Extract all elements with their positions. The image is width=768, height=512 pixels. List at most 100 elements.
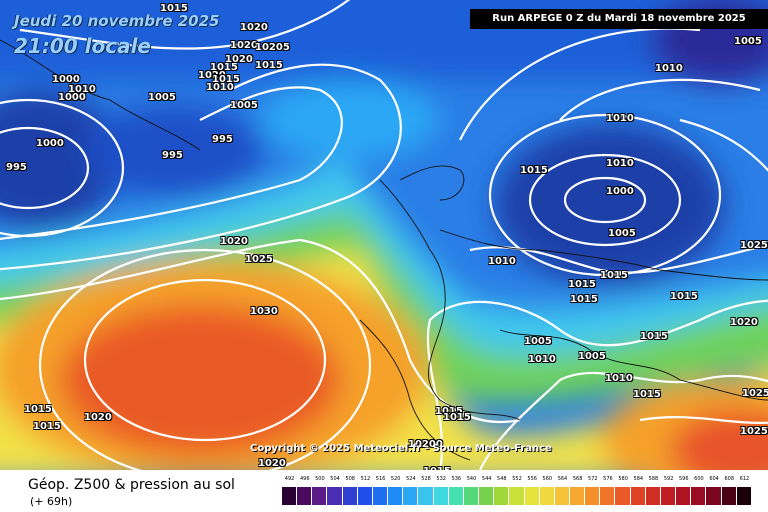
pressure-label: 1010 xyxy=(528,354,556,365)
pressure-label: 1015 xyxy=(24,404,52,415)
legend-swatch xyxy=(585,487,601,505)
pressure-label: 1015 xyxy=(600,270,628,281)
legend-label: 528 xyxy=(421,476,431,482)
legend-label: 504 xyxy=(330,476,340,482)
pressure-label: 1015 xyxy=(570,294,598,305)
color-scale-legend: 492 496 500 504 508 512 516 520 524 528 532 536 540 5… xyxy=(282,476,752,508)
isobars xyxy=(0,0,768,470)
legend-swatch xyxy=(494,487,510,505)
pressure-label: 1005 xyxy=(608,228,636,239)
legend-swatch xyxy=(312,487,328,505)
pressure-label: 1015 xyxy=(33,421,61,432)
legend-label: 540 xyxy=(466,476,477,482)
legend-swatch xyxy=(479,487,495,505)
legend-label: 548 xyxy=(497,476,507,482)
pressure-label: 1010 xyxy=(606,158,634,169)
pressure-label: 1015 xyxy=(435,406,463,417)
legend-label: 608 xyxy=(724,476,735,482)
legend-label: 572 xyxy=(588,476,598,482)
legend-label: 564 xyxy=(557,476,568,482)
legend-label: 556 xyxy=(527,476,537,482)
legend-label: 604 xyxy=(709,476,719,482)
legend-swatch xyxy=(297,487,313,505)
pressure-label: 1020 xyxy=(258,458,286,469)
pressure-label: 1025 xyxy=(245,254,273,265)
legend-swatch xyxy=(539,487,555,505)
legend-swatch xyxy=(569,487,586,505)
pressure-label: 1005 xyxy=(148,92,176,103)
pressure-label: 1030 xyxy=(250,306,278,317)
legend-swatch xyxy=(676,487,692,505)
weather-map: 1015 1020 1020 1020 10205 1015 1020 1015 1015 100… xyxy=(0,0,768,470)
pressure-label: 995 xyxy=(162,150,183,161)
pressure-label: 1020 xyxy=(730,317,758,328)
map-title: Géop. Z500 & pression au sol xyxy=(28,477,235,493)
legend-label: 492 xyxy=(284,476,295,482)
legend-swatches xyxy=(282,487,752,505)
legend-swatch xyxy=(282,487,298,505)
legend-swatch xyxy=(327,487,343,505)
pressure-label: 1015 xyxy=(640,331,668,342)
pressure-label: 1015 xyxy=(443,412,471,423)
pressure-label: 1015 xyxy=(568,279,596,290)
legend-label: 536 xyxy=(451,476,462,482)
pressure-label: 1005 xyxy=(734,36,762,47)
legend-label: 512 xyxy=(360,476,371,482)
pressure-label: 1000 xyxy=(52,74,80,85)
pressure-label: 1015 xyxy=(212,74,240,85)
legend-label: 592 xyxy=(663,476,674,482)
pressure-label: 1000 xyxy=(606,186,634,197)
pressure-label: 995 xyxy=(212,134,233,145)
pressure-label: 1010 xyxy=(606,113,634,124)
legend-swatch xyxy=(357,487,373,505)
pressure-label: 1010 xyxy=(68,84,96,95)
pressure-label: 1020 xyxy=(230,40,258,51)
legend-label: 560 xyxy=(542,476,553,482)
pressure-label: 1005 xyxy=(230,100,258,111)
legend-label: 524 xyxy=(406,476,416,482)
pressure-label: 1010 xyxy=(655,63,683,74)
legend-label: 508 xyxy=(345,476,355,482)
pressure-label: 1025 xyxy=(742,388,768,399)
legend-label: 600 xyxy=(694,476,704,482)
legend-swatch xyxy=(403,487,419,505)
pressure-label: 1015 xyxy=(670,291,698,302)
legend-label: 500 xyxy=(315,476,325,482)
valid-time: 21:00 locale xyxy=(14,34,151,58)
legend-swatch xyxy=(388,487,404,505)
legend-label: 552 xyxy=(512,476,522,482)
pressure-label: 1015 xyxy=(255,60,283,71)
pressure-label: 1000 xyxy=(36,138,64,149)
legend-label: 568 xyxy=(572,476,583,482)
legend-swatch xyxy=(660,487,677,505)
pressure-label: 1025 xyxy=(740,240,768,251)
legend-swatch xyxy=(433,487,449,505)
pressure-label: 1010 xyxy=(488,256,516,267)
pressure-label: 1010 xyxy=(206,82,234,93)
pressure-label: 1015 xyxy=(423,466,451,470)
coastlines xyxy=(0,39,768,461)
pressure-label: 1015 xyxy=(160,3,188,14)
legend-label: 576 xyxy=(603,476,613,482)
legend-label: 584 xyxy=(633,476,644,482)
legend-swatch xyxy=(736,487,752,505)
legend-swatch xyxy=(706,487,722,505)
pressure-label: 1005 xyxy=(578,351,606,362)
pressure-label: 1015 xyxy=(520,165,548,176)
pressure-label: 1015 xyxy=(210,62,238,73)
legend-swatch xyxy=(418,487,434,505)
legend-swatch xyxy=(554,487,570,505)
legend-swatch xyxy=(372,487,389,505)
pressure-label: 1020 xyxy=(220,236,248,247)
pressure-label: 1020 xyxy=(198,70,226,81)
legend-swatch xyxy=(691,487,707,505)
pressure-label: 1000 xyxy=(58,92,86,103)
legend-labels: 492 496 500 504 508 512 516 520 524 528 532 536 540 5… xyxy=(282,476,752,486)
legend-swatch xyxy=(630,487,646,505)
run-info-banner: Run ARPEGE 0 Z du Mardi 18 novembre 2025 xyxy=(470,9,768,29)
pressure-label: 10200 xyxy=(408,439,443,450)
pressure-label: 1020 xyxy=(225,54,253,65)
legend-label: 544 xyxy=(481,476,492,482)
legend-label: 516 xyxy=(375,476,386,482)
legend-swatch xyxy=(509,487,525,505)
